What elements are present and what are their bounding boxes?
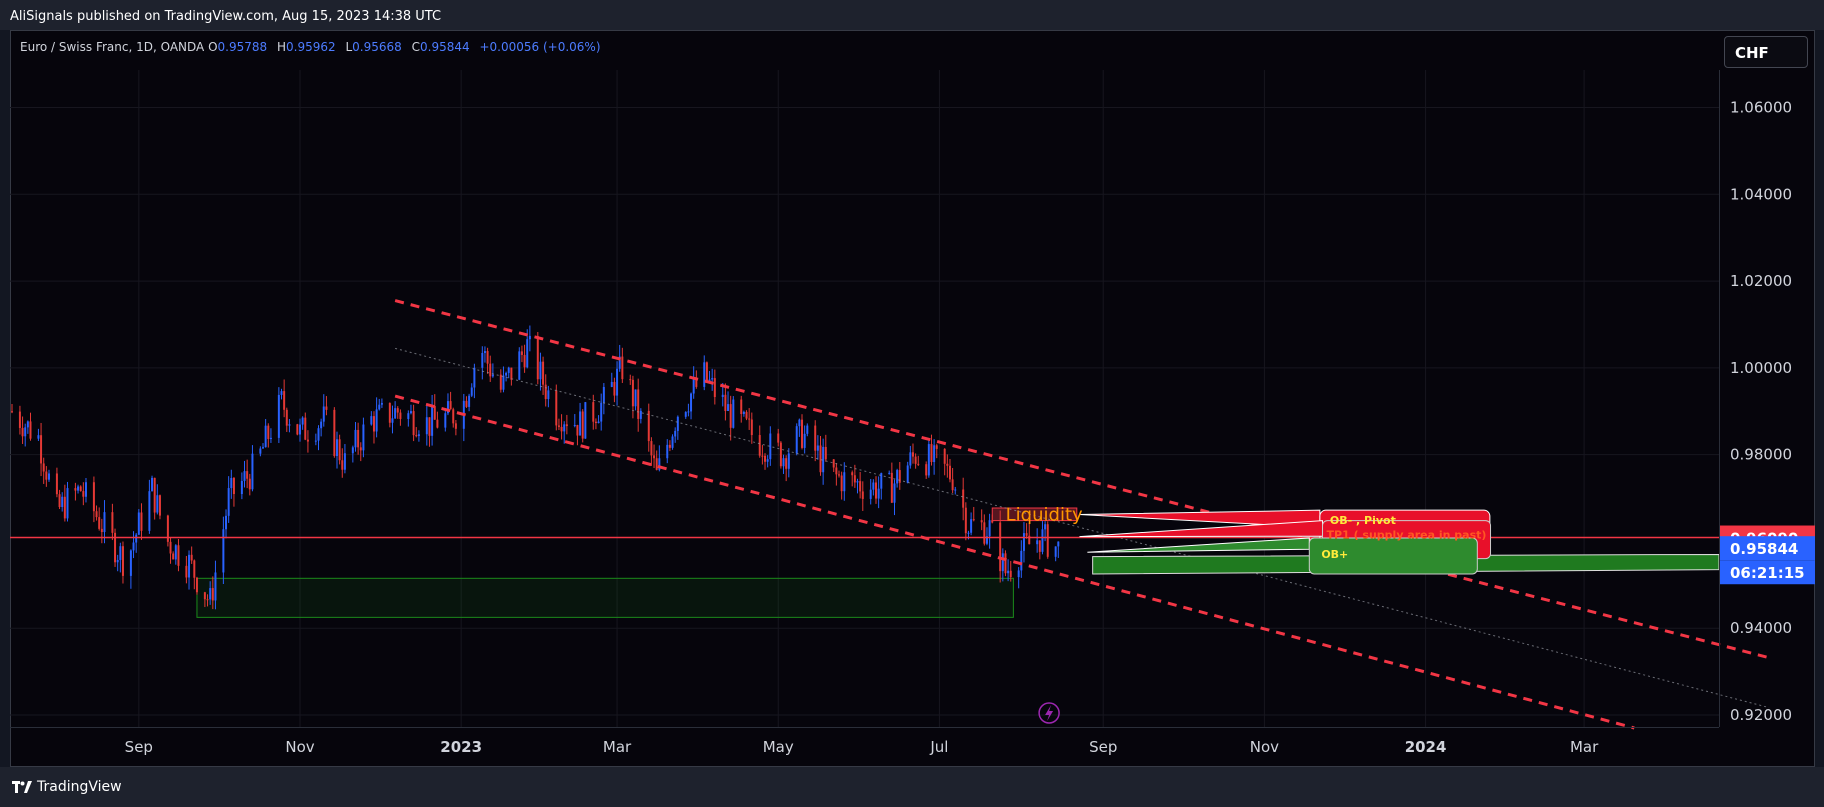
symbol-title[interactable]: Euro / Swiss Franc, 1D, OANDA (20, 40, 205, 54)
symbol-legend: Euro / Swiss Franc, 1D, OANDA O0.95788 H… (20, 40, 601, 54)
top-bar (0, 0, 1824, 30)
chart-frame (10, 30, 1815, 767)
high-value: 0.95962 (286, 40, 336, 54)
close-label: C (411, 40, 421, 54)
time-axis-border (10, 727, 1719, 728)
publisher-line: AliSignals published on TradingView.com,… (10, 9, 442, 24)
close-value: 0.95844 (420, 40, 470, 54)
high-label: H (277, 40, 287, 54)
tradingview-logo[interactable]: TradingView (12, 779, 122, 795)
open-label: O (208, 40, 218, 54)
low-value: 0.95668 (352, 40, 402, 54)
currency-button[interactable]: CHF (1724, 36, 1808, 68)
bottom-bar (0, 767, 1824, 807)
tradingview-logo-icon (12, 781, 32, 793)
tradingview-brand: TradingView (37, 779, 122, 795)
open-value: 0.95788 (217, 40, 268, 54)
low-label: L (345, 40, 353, 54)
price-axis-border (1719, 70, 1720, 727)
change-value: +0.00056 (+0.06%) (479, 40, 601, 54)
